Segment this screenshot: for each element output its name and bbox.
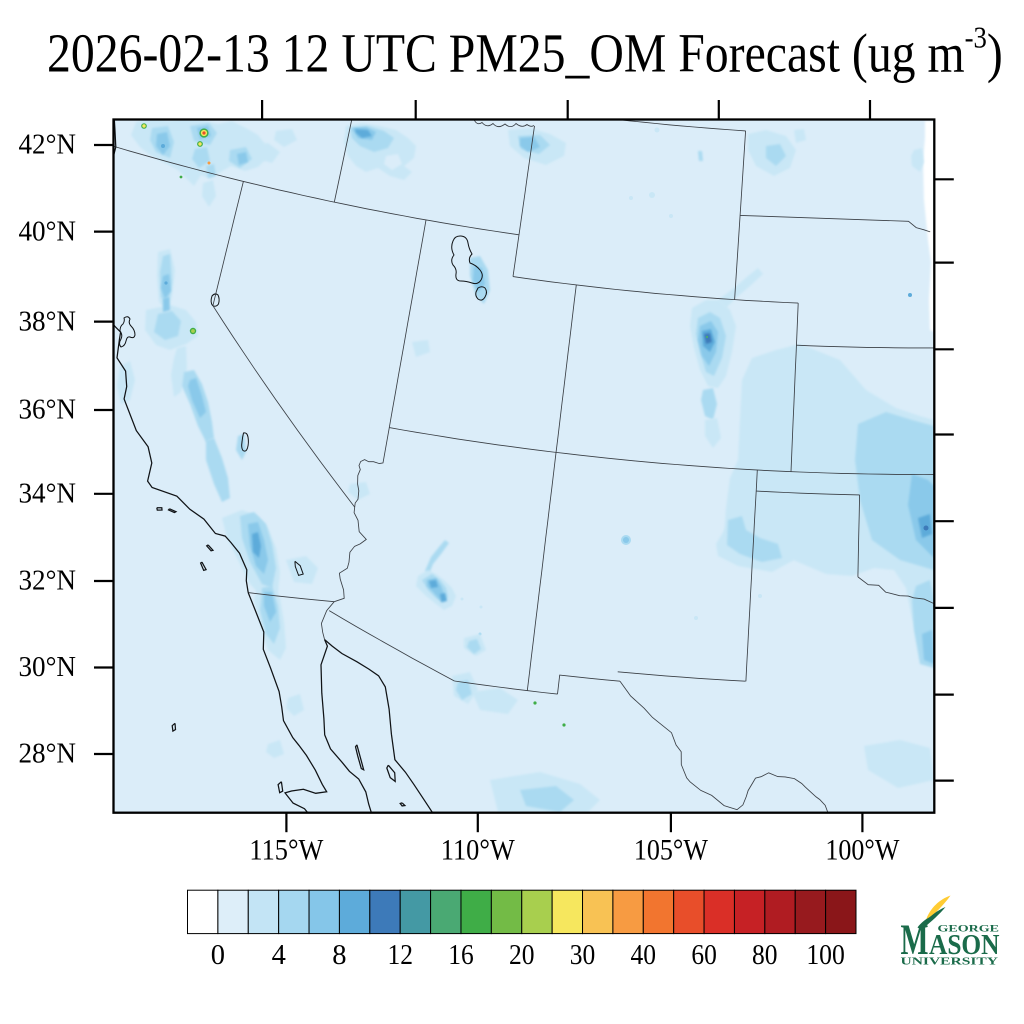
svg-text:30: 30 xyxy=(570,940,596,971)
svg-text:28°N: 28°N xyxy=(19,739,77,770)
svg-text:40°N: 40°N xyxy=(19,216,77,247)
svg-text:ASON: ASON xyxy=(929,929,1000,961)
svg-text:0: 0 xyxy=(211,940,225,971)
svg-text:38°N: 38°N xyxy=(19,306,77,337)
svg-text:32°N: 32°N xyxy=(19,566,77,597)
svg-text:M: M xyxy=(901,917,929,964)
svg-text:GEORGE: GEORGE xyxy=(938,925,1000,935)
svg-text:80: 80 xyxy=(752,940,778,971)
svg-text:30°N: 30°N xyxy=(19,652,77,683)
svg-text:36°N: 36°N xyxy=(19,395,77,426)
svg-text:110°W: 110°W xyxy=(441,835,515,867)
svg-text:34°N: 34°N xyxy=(19,479,77,510)
svg-text:115°W: 115°W xyxy=(249,835,323,867)
svg-text:105°W: 105°W xyxy=(634,835,708,867)
svg-text:UNIVERSITY: UNIVERSITY xyxy=(901,957,1000,968)
svg-text:100: 100 xyxy=(806,940,845,971)
svg-text:42°N: 42°N xyxy=(19,130,77,161)
svg-text:40: 40 xyxy=(631,940,657,971)
svg-text:8: 8 xyxy=(332,940,346,971)
svg-text:100°W: 100°W xyxy=(825,835,899,867)
svg-text:60: 60 xyxy=(691,940,717,971)
svg-text:4: 4 xyxy=(272,940,286,971)
svg-text:20: 20 xyxy=(509,940,535,971)
svg-text:16: 16 xyxy=(448,940,474,971)
svg-text:12: 12 xyxy=(387,940,413,971)
svg-text:2026-02-13 12 UTC PM25_OM Fore: 2026-02-13 12 UTC PM25_OM Forecast (ug m… xyxy=(47,21,1003,85)
